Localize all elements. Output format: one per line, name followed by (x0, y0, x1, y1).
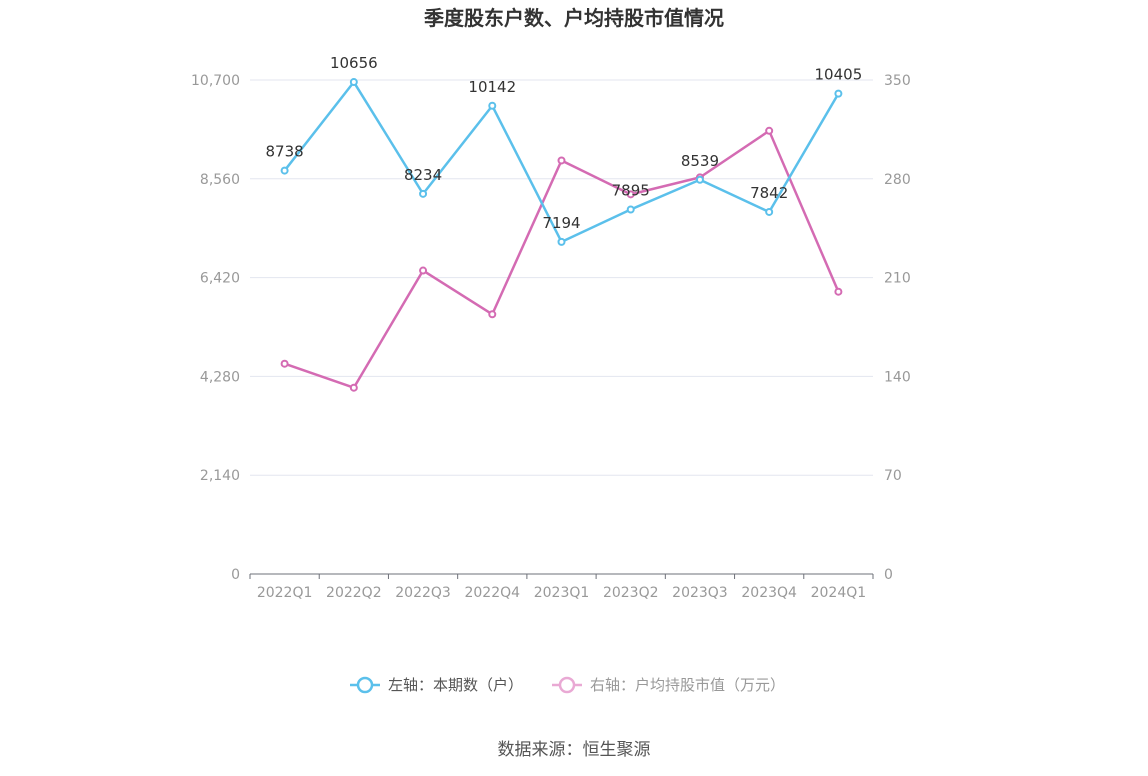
data-label: 8539 (681, 152, 719, 170)
data-point-right (557, 156, 566, 165)
data-point-left (765, 207, 774, 216)
x-axis-tick-label: 2023Q1 (534, 585, 590, 601)
right-axis-tick-label: 140 (884, 369, 911, 385)
right-axis-tick-label: 280 (884, 172, 911, 188)
legend-label: 左轴：本期数（户） (388, 676, 523, 694)
data-point-right (280, 359, 289, 368)
right-axis-tick-label: 70 (884, 468, 902, 484)
legend-item-left[interactable]: 左轴：本期数（户） (350, 676, 523, 694)
data-label: 7194 (542, 214, 580, 232)
right-axis-tick-label: 0 (884, 567, 893, 583)
data-point-right (488, 310, 497, 319)
legend-marker (558, 676, 576, 694)
data-label: 7842 (750, 184, 788, 202)
data-point-left (488, 101, 497, 110)
left-y-axis: 0 2,140 4,280 6,420 8,560 10,700 (191, 73, 240, 583)
series-line-right (284, 129, 840, 389)
left-axis-tick-label: 0 (231, 567, 240, 583)
legend-label: 右轴：户均持股市值（万元） (590, 676, 785, 694)
chart-title: 季度股东户数、户均持股市值情况 (423, 6, 724, 30)
data-point-right (626, 190, 635, 199)
data-label: 7895 (612, 182, 650, 200)
data-point-left (419, 189, 428, 198)
x-axis: 2022Q1 2022Q2 2022Q3 2022Q4 2023Q1 2023Q2 2023… (249, 573, 874, 601)
x-axis-tick-label: 2023Q2 (603, 585, 659, 601)
x-axis-tick-label: 2024Q1 (811, 585, 867, 601)
x-axis-tick-label: 2022Q2 (326, 585, 382, 601)
data-point-left (280, 166, 289, 175)
left-axis-tick-label: 4,280 (200, 369, 240, 385)
source-note: 数据来源：恒生聚源 (498, 740, 651, 760)
data-point-left (349, 78, 358, 87)
data-point-right (419, 266, 428, 275)
data-label: 8738 (266, 143, 304, 161)
data-point-right (834, 287, 843, 296)
data-point-left (834, 89, 843, 98)
left-axis-tick-label: 10,700 (191, 73, 240, 89)
legend-marker (356, 676, 374, 694)
data-label: 10656 (330, 54, 378, 72)
left-axis-tick-label: 6,420 (200, 271, 240, 287)
series-layer (280, 78, 843, 392)
data-point-left (557, 237, 566, 246)
x-axis-tick-label: 2022Q3 (395, 585, 451, 601)
data-label: 8234 (404, 166, 442, 184)
left-axis-tick-label: 8,560 (200, 172, 240, 188)
legend-item-right[interactable]: 右轴：户均持股市值（万元） (552, 676, 785, 694)
right-axis-tick-label: 210 (884, 271, 911, 287)
data-label: 10142 (468, 78, 516, 96)
x-axis-tick-label: 2023Q3 (672, 585, 728, 601)
legend[interactable]: 左轴：本期数（户） 右轴：户均持股市值（万元） (350, 676, 785, 694)
x-axis-tick-label: 2022Q1 (257, 585, 313, 601)
right-axis-tick-label: 350 (884, 73, 911, 89)
right-y-axis: 0 70 140 210 280 350 (884, 73, 911, 583)
data-labels: 8738 10656 8234 10142 7194 7895 8539 7842 10405 (266, 54, 863, 232)
x-axis-tick-label: 2022Q4 (464, 585, 520, 601)
data-point-right (349, 383, 358, 392)
data-point-left (626, 205, 635, 214)
data-label: 10405 (815, 66, 863, 84)
data-point-right (765, 126, 774, 135)
gridlines (250, 79, 873, 476)
left-axis-tick-label: 2,140 (200, 468, 240, 484)
x-axis-tick-label: 2023Q4 (741, 585, 797, 601)
data-point-left (695, 175, 704, 184)
